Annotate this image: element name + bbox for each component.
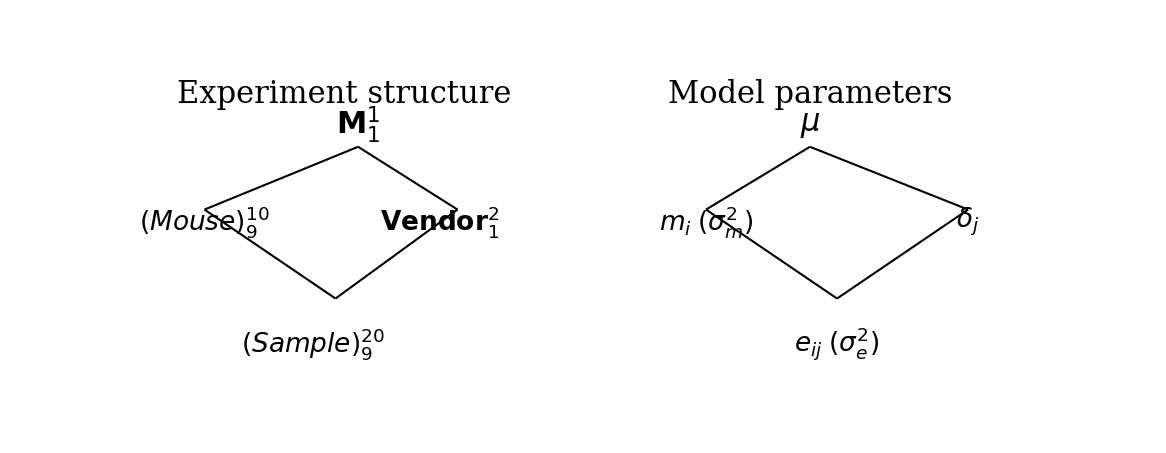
- Text: $\mathbf{M}_1^1$: $\mathbf{M}_1^1$: [336, 104, 380, 145]
- Text: Model parameters: Model parameters: [668, 79, 953, 110]
- Text: $e_{ij}\;(\sigma_e^2)$: $e_{ij}\;(\sigma_e^2)$: [794, 325, 879, 362]
- Text: $\mu$: $\mu$: [800, 109, 820, 140]
- Text: $(Sample)_9^{20}$: $(Sample)_9^{20}$: [241, 326, 385, 362]
- Text: $\delta_j$: $\delta_j$: [956, 206, 979, 238]
- Text: Experiment structure: Experiment structure: [177, 79, 512, 110]
- Text: $m_i\;(\sigma_m^2)$: $m_i\;(\sigma_m^2)$: [659, 204, 753, 240]
- Text: $(Mouse)_9^{10}$: $(Mouse)_9^{10}$: [139, 204, 269, 240]
- Text: $\mathbf{Vendor}_1^2$: $\mathbf{Vendor}_1^2$: [380, 204, 499, 240]
